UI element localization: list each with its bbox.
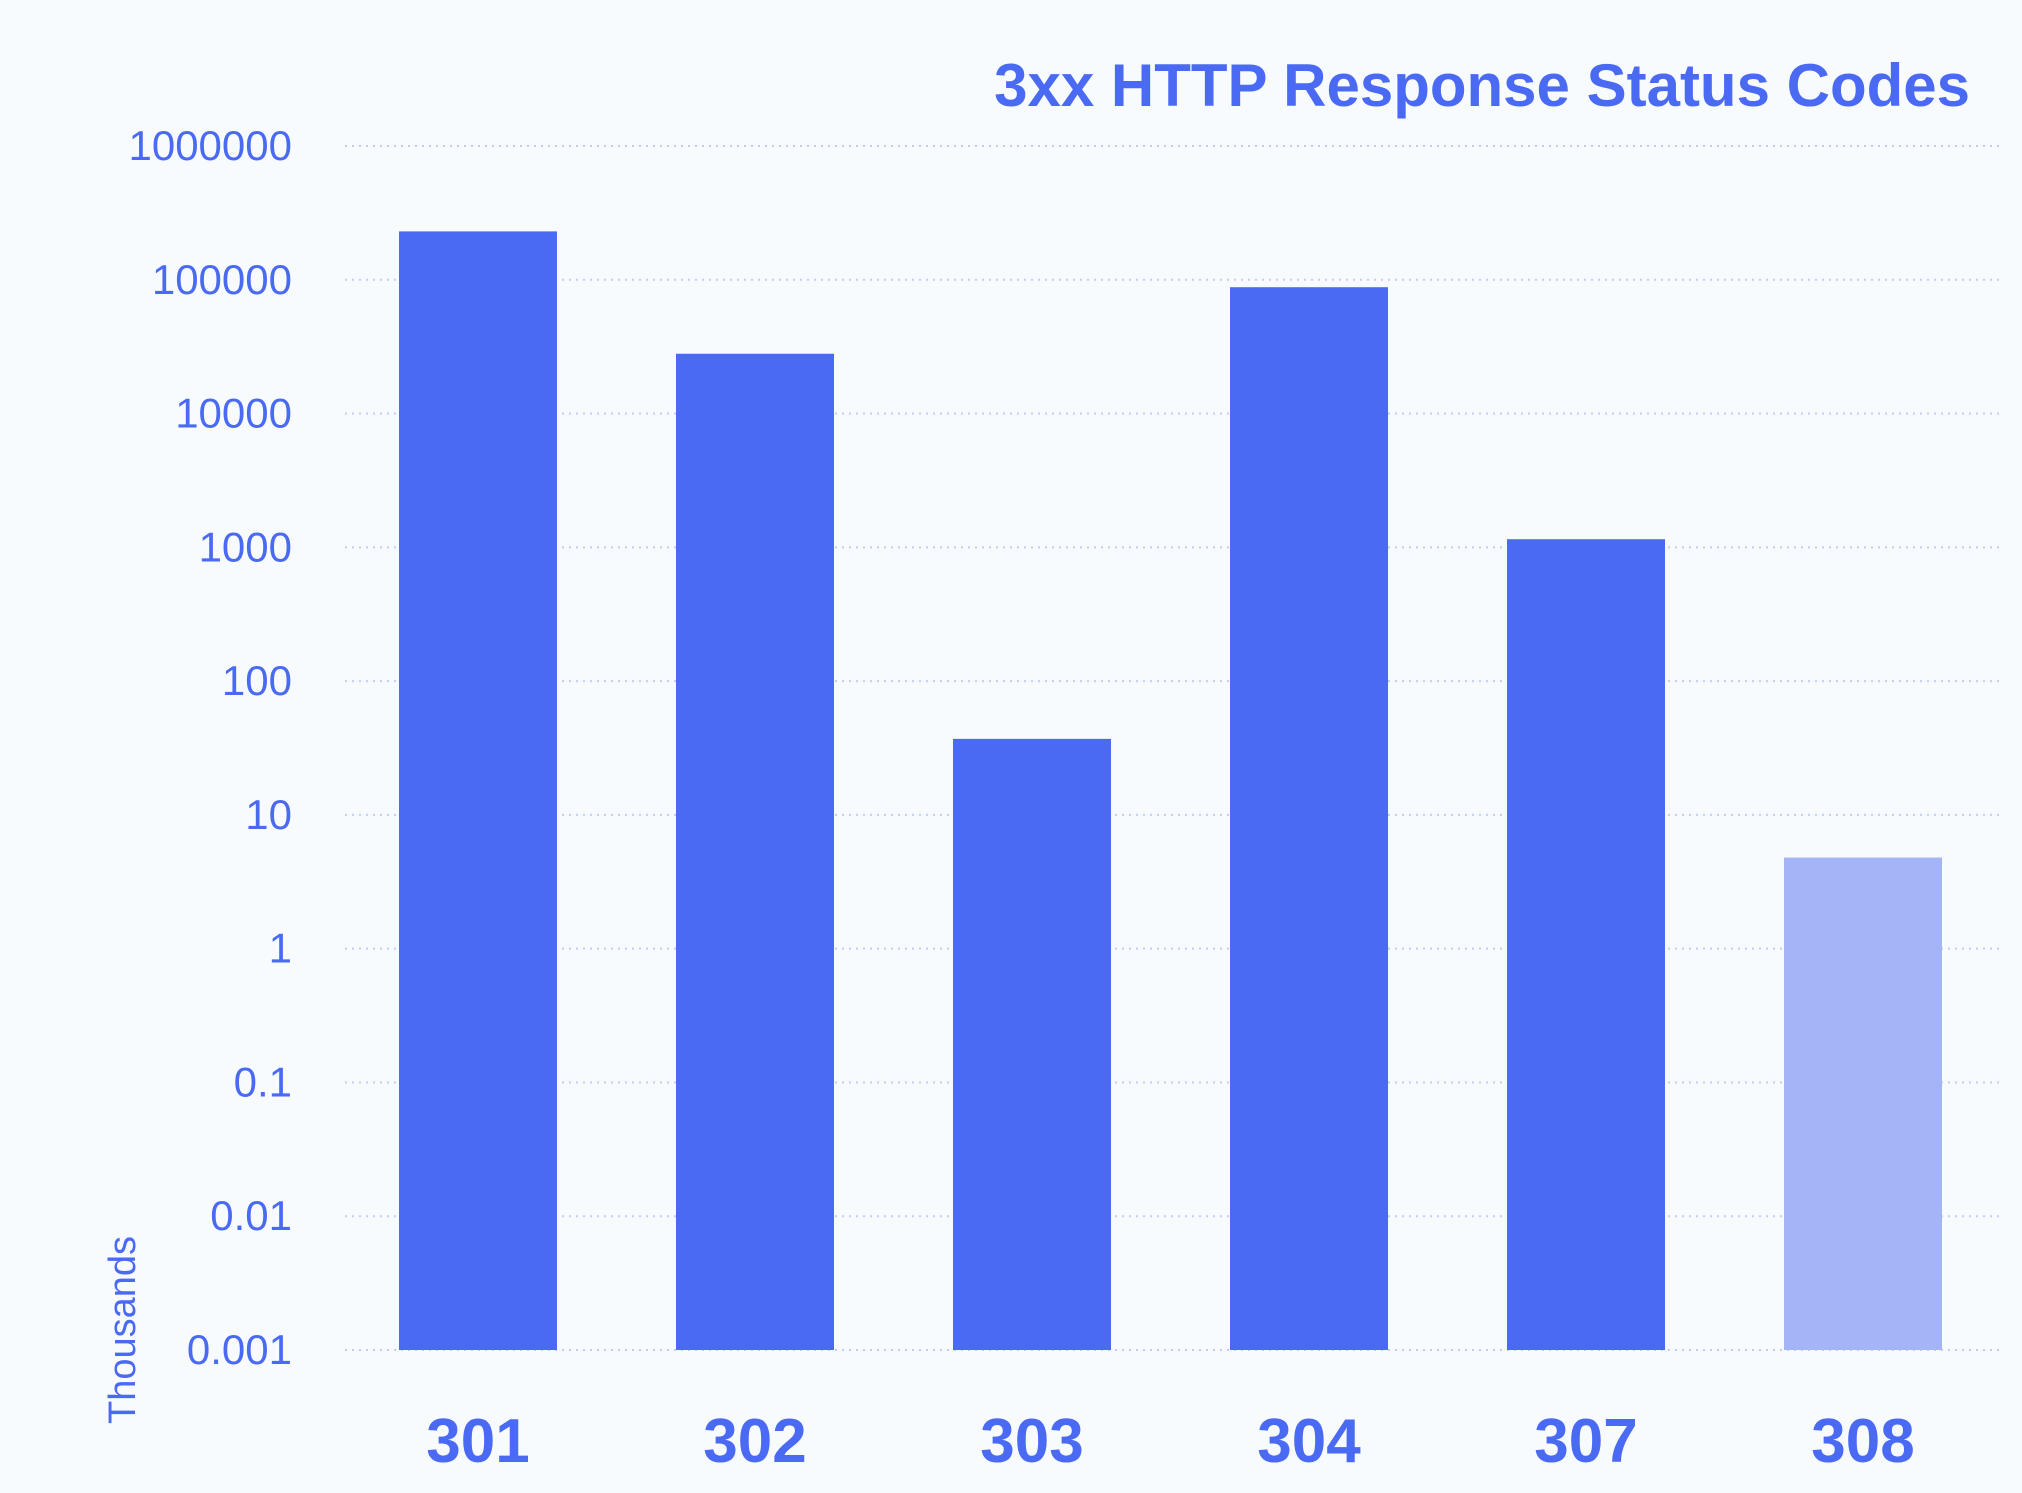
y-tick-label: 1000000 (128, 122, 292, 169)
x-tick-label: 304 (1257, 1407, 1361, 1476)
y-tick-label: 1000 (199, 523, 292, 570)
y-tick-label: 100000 (152, 256, 292, 303)
x-tick-label: 307 (1534, 1407, 1637, 1476)
y-tick-label: 1 (269, 925, 292, 972)
x-tick-label: 302 (703, 1407, 806, 1476)
y-tick-label: 0.001 (187, 1326, 292, 1373)
x-tick-label: 303 (980, 1407, 1083, 1476)
x-tick-label: 301 (426, 1407, 529, 1476)
x-axis-ticks: 301 302 303 304 307 308 (426, 1407, 1914, 1476)
y-tick-label: 0.01 (210, 1192, 292, 1239)
bar-304 (1230, 287, 1388, 1350)
bar-302 (676, 353, 834, 1351)
bar-308 (1784, 857, 1942, 1350)
y-tick-label: 10 (245, 791, 292, 838)
y-tick-label: 100 (222, 657, 292, 704)
chart-title: 3xx HTTP Response Status Codes (994, 52, 1970, 119)
y-tick-label: 10000 (175, 390, 292, 437)
x-tick-label: 308 (1811, 1407, 1914, 1476)
bar-303 (953, 738, 1111, 1350)
bar-307 (1507, 539, 1665, 1350)
y-axis-ticks: 1000000 100000 10000 1000 100 10 1 0.1 0.01 0.001 (128, 122, 292, 1373)
gridlines (345, 145, 2000, 1351)
bars (399, 231, 1942, 1351)
y-axis-label: Thousands (102, 1236, 144, 1424)
bar-301 (399, 231, 557, 1351)
y-tick-label: 0.1 (234, 1058, 292, 1105)
